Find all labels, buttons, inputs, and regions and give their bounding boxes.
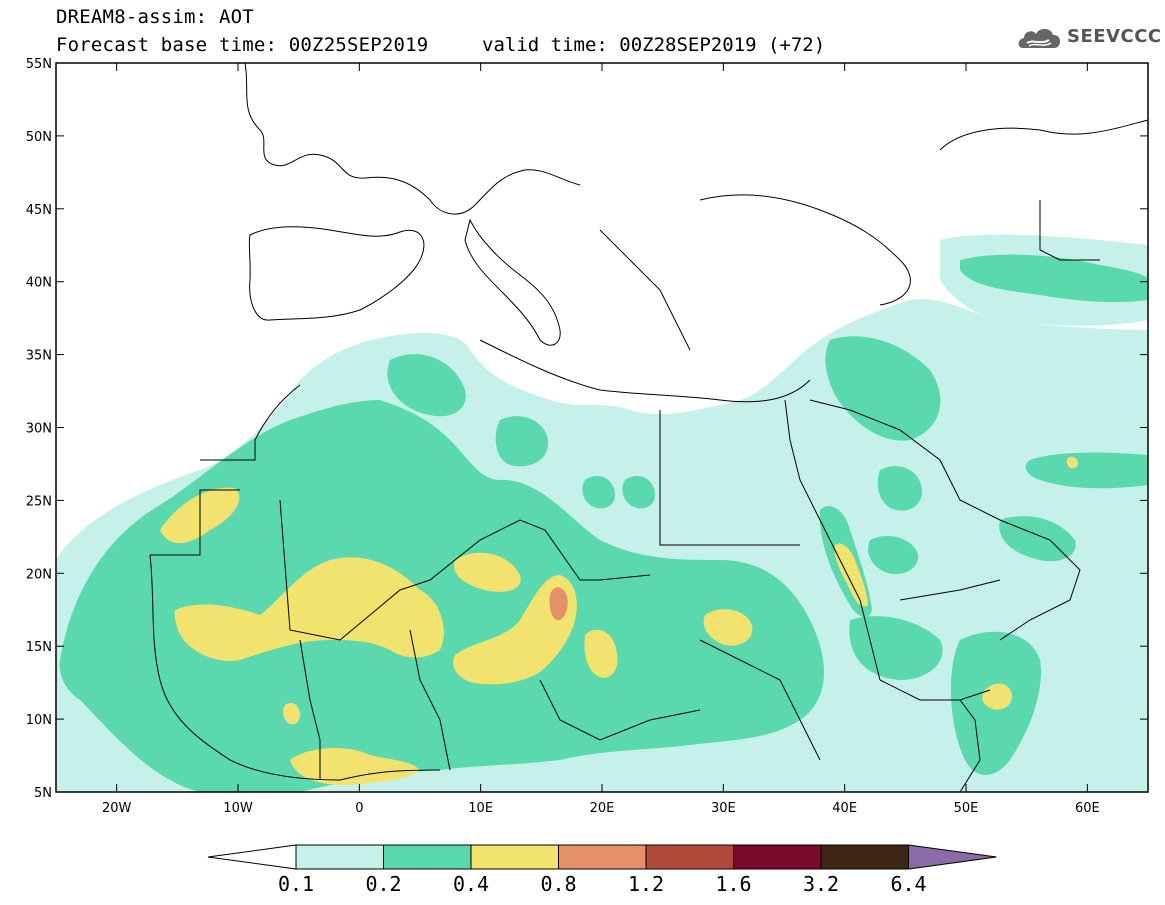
latitude-labels: 55N 50N 45N 40N 35N 30N 25N 20N 15N 10N 5N bbox=[26, 57, 52, 801]
lon-label: 20E bbox=[590, 801, 615, 816]
lon-label: 50E bbox=[954, 801, 979, 816]
colorbar-min-arrow bbox=[207, 844, 297, 870]
colorbar-max-arrow bbox=[908, 844, 997, 870]
colorbar-label: 1.6 bbox=[715, 872, 752, 896]
colorbar-label: 0.1 bbox=[277, 872, 315, 896]
lat-label: 30N bbox=[26, 422, 52, 437]
lat-label: 5N bbox=[34, 786, 52, 801]
colorbar-segment bbox=[645, 844, 734, 870]
lon-label: 0 bbox=[355, 801, 363, 816]
colorbar-label: 0.4 bbox=[452, 872, 490, 896]
colorbar-label: 0.8 bbox=[540, 872, 577, 896]
colorbar-label: 6.4 bbox=[890, 872, 927, 896]
colorbar bbox=[207, 844, 997, 870]
aot-level-0.2 bbox=[59, 254, 1148, 792]
aot-fields bbox=[56, 63, 1148, 792]
colorbar-segment bbox=[558, 844, 647, 870]
logo-text: SEEVCCC bbox=[1067, 26, 1162, 47]
cloud-icon bbox=[1018, 28, 1061, 48]
lat-label: 25N bbox=[26, 494, 52, 509]
seevccc-logo: SEEVCCC bbox=[1015, 22, 1161, 56]
map-title: DREAM8-assim: AOT bbox=[56, 6, 254, 28]
lat-label: 45N bbox=[26, 203, 52, 218]
valid-time: valid time: 00Z28SEP2019 (+72) bbox=[482, 34, 826, 56]
lon-label: 40E bbox=[832, 801, 857, 816]
lon-label: 60E bbox=[1075, 801, 1100, 816]
lat-label: 55N bbox=[26, 57, 52, 72]
lat-label: 15N bbox=[26, 640, 52, 655]
colorbar-label: 1.2 bbox=[627, 872, 665, 896]
lat-label: 35N bbox=[26, 349, 52, 364]
lat-label: 40N bbox=[26, 276, 52, 291]
aot-level-0.8 bbox=[549, 587, 568, 621]
colorbar-segment bbox=[383, 844, 472, 870]
colorbar-segment bbox=[295, 844, 384, 870]
colorbar-segment bbox=[470, 844, 559, 870]
lon-label: 10E bbox=[468, 801, 493, 816]
lon-label: 30E bbox=[711, 801, 736, 816]
colorbar-segment bbox=[733, 844, 822, 870]
colorbar-label: 0.2 bbox=[365, 872, 402, 896]
lon-label: 10W bbox=[223, 801, 253, 816]
axis-ticks bbox=[56, 62, 1148, 793]
coastlines-borders bbox=[149, 63, 1148, 792]
lat-label: 50N bbox=[26, 130, 52, 145]
colorbar-segment bbox=[820, 844, 909, 870]
forecast-base-time: Forecast base time: 00Z25SEP2019 bbox=[56, 34, 429, 56]
aot-level-0.4 bbox=[160, 456, 1078, 786]
lon-label: 20W bbox=[102, 801, 132, 816]
lat-label: 10N bbox=[26, 713, 52, 728]
colorbar-label: 3.2 bbox=[802, 872, 840, 896]
lat-label: 20N bbox=[26, 567, 52, 582]
longitude-labels: 20W 10W 0 10E 20E 30E 40E 50E 60E bbox=[102, 801, 1100, 816]
